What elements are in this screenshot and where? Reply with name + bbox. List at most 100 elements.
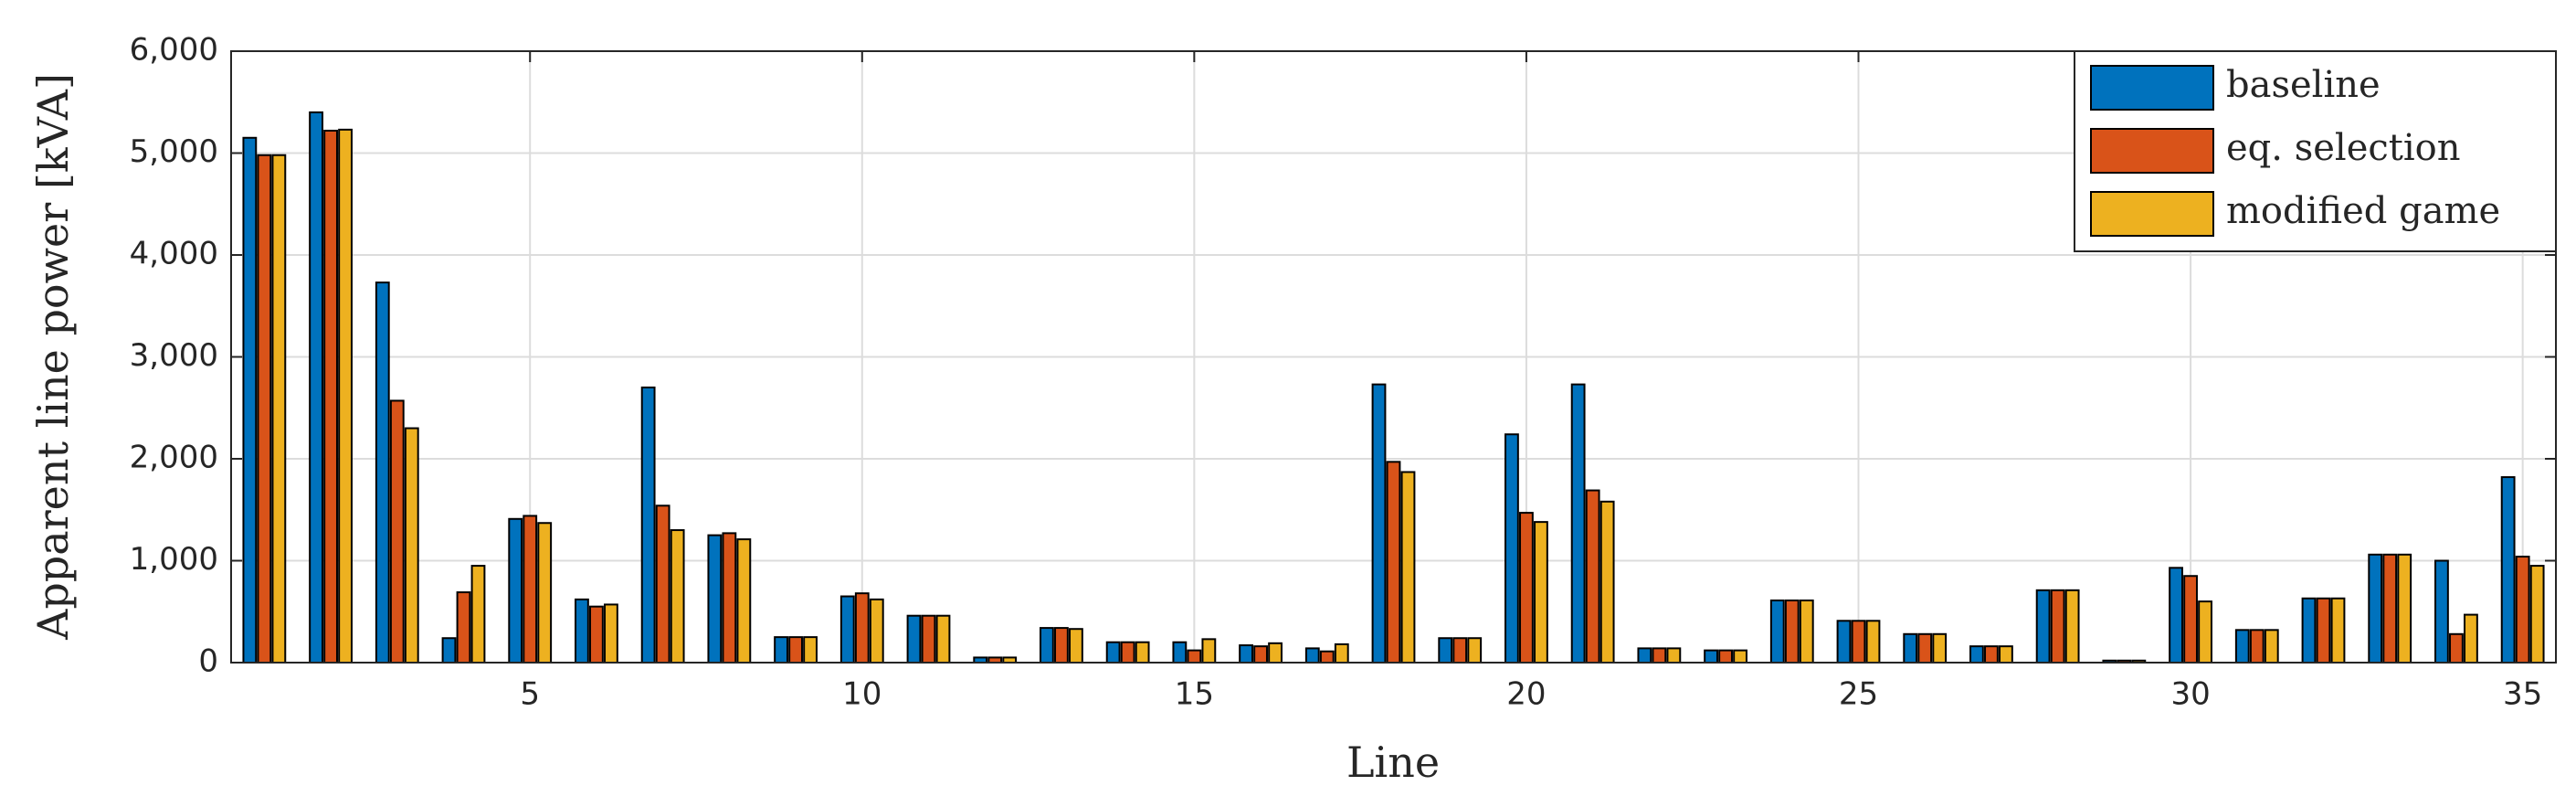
bar bbox=[323, 129, 338, 664]
bar bbox=[1534, 521, 1548, 664]
y-tick-label: 6,000 bbox=[130, 32, 218, 69]
bar bbox=[242, 136, 258, 664]
bar bbox=[921, 614, 936, 664]
bar bbox=[1784, 599, 1800, 664]
legend-label: baseline bbox=[2226, 64, 2381, 106]
bar bbox=[2249, 629, 2265, 664]
bar bbox=[2330, 597, 2346, 664]
bar bbox=[309, 111, 323, 664]
bar bbox=[736, 538, 752, 664]
y-tick-label: 0 bbox=[198, 643, 218, 680]
bar bbox=[1851, 620, 1866, 664]
bar bbox=[1733, 649, 1747, 664]
bar bbox=[1386, 461, 1401, 664]
bar bbox=[2515, 556, 2530, 664]
bar bbox=[1253, 645, 1268, 664]
bar bbox=[1652, 647, 1667, 664]
bar bbox=[854, 592, 870, 664]
bar bbox=[935, 614, 951, 664]
bar bbox=[1704, 649, 1718, 664]
y-tick-label: 1,000 bbox=[130, 541, 218, 578]
bar bbox=[1371, 383, 1387, 664]
bar bbox=[2234, 629, 2250, 664]
bar bbox=[2500, 476, 2516, 664]
bar bbox=[1105, 641, 1121, 664]
bar bbox=[1069, 628, 1083, 664]
bar bbox=[1984, 645, 1999, 664]
bar bbox=[575, 598, 589, 664]
bar bbox=[2382, 553, 2398, 664]
bar bbox=[2264, 629, 2279, 664]
bar bbox=[1932, 632, 1948, 664]
bar bbox=[774, 636, 788, 664]
x-axis-label: Line bbox=[1346, 738, 1440, 787]
bar bbox=[508, 517, 523, 664]
bar bbox=[271, 154, 287, 664]
bar bbox=[1201, 638, 1217, 664]
bar bbox=[2064, 589, 2080, 664]
bar bbox=[1585, 489, 1600, 664]
legend-swatch bbox=[2090, 128, 2214, 174]
bar bbox=[441, 637, 457, 664]
bar bbox=[1570, 383, 1586, 664]
bar bbox=[1172, 641, 1188, 664]
bar bbox=[1903, 632, 1918, 664]
bar bbox=[2464, 613, 2478, 664]
bar bbox=[1319, 650, 1335, 664]
bar bbox=[1400, 471, 1416, 664]
bar bbox=[1666, 647, 1682, 664]
bar bbox=[1187, 649, 1202, 664]
bar bbox=[1865, 620, 1881, 664]
bar bbox=[2529, 565, 2545, 664]
y-tick-label: 3,000 bbox=[130, 337, 218, 374]
bar bbox=[1969, 645, 1984, 664]
bar bbox=[1467, 637, 1483, 664]
bar bbox=[1599, 500, 1615, 664]
x-tick-label: 25 bbox=[1839, 676, 1878, 713]
bar bbox=[1769, 599, 1785, 664]
bar bbox=[2397, 553, 2412, 664]
bar bbox=[2198, 600, 2212, 664]
bar bbox=[2183, 575, 2198, 664]
y-axis-label: Apparent line power [kVA] bbox=[28, 73, 78, 641]
bar bbox=[1438, 637, 1453, 664]
bar bbox=[640, 386, 656, 664]
bar bbox=[338, 128, 353, 664]
bar bbox=[389, 399, 405, 664]
bar bbox=[1917, 632, 1933, 664]
bar bbox=[1718, 649, 1733, 664]
bar bbox=[869, 598, 884, 664]
bar bbox=[722, 532, 737, 664]
bar bbox=[1054, 627, 1069, 664]
x-tick-label: 35 bbox=[2503, 676, 2542, 713]
legend-label: eq. selection bbox=[2226, 127, 2460, 169]
bar bbox=[707, 534, 723, 664]
y-tick-label: 5,000 bbox=[130, 133, 218, 170]
bar bbox=[1120, 641, 1135, 664]
bar bbox=[375, 281, 390, 664]
bar bbox=[2301, 597, 2317, 664]
x-tick-label: 30 bbox=[2170, 676, 2210, 713]
bar bbox=[470, 565, 486, 664]
bar bbox=[537, 522, 553, 664]
bar bbox=[2434, 559, 2449, 664]
x-tick-label: 20 bbox=[1506, 676, 1546, 713]
bar bbox=[2316, 597, 2331, 664]
bar bbox=[456, 591, 471, 664]
bar bbox=[2169, 567, 2183, 664]
plot-frame bbox=[230, 50, 2557, 664]
bar bbox=[1040, 627, 1054, 664]
legend-swatch bbox=[2090, 191, 2214, 237]
bar bbox=[803, 636, 818, 664]
x-tick-label: 10 bbox=[842, 676, 882, 713]
bar bbox=[1135, 641, 1150, 664]
bar bbox=[1799, 599, 1814, 664]
bar bbox=[2368, 553, 2383, 664]
x-tick-label: 5 bbox=[520, 676, 540, 713]
legend-label: modified game bbox=[2226, 190, 2500, 232]
bar bbox=[1637, 647, 1652, 664]
bar bbox=[2035, 589, 2051, 664]
bar bbox=[1519, 512, 1534, 664]
bar bbox=[1239, 644, 1253, 664]
bar bbox=[257, 154, 272, 664]
